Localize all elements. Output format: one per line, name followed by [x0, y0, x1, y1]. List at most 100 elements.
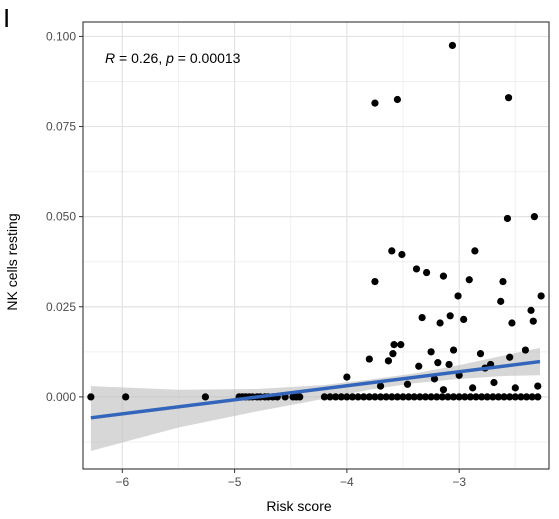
- data-point: [469, 384, 477, 392]
- data-point: [423, 268, 431, 277]
- data-point: [461, 393, 469, 401]
- regression-line: [90, 359, 541, 420]
- data-point: [439, 272, 448, 280]
- data-point: [522, 393, 531, 401]
- panel-label: I: [3, 3, 10, 33]
- data-point: [454, 292, 462, 300]
- data-point: [500, 393, 508, 401]
- data-point: [529, 317, 537, 325]
- y-tick-label: 0.050: [46, 210, 76, 224]
- data-point: [337, 393, 345, 401]
- data-point: [446, 312, 454, 320]
- data-point: [445, 360, 453, 369]
- data-point: [371, 277, 379, 286]
- y-tick-label: 0.075: [46, 120, 76, 134]
- plot-panel: [82, 21, 550, 470]
- data-point: [448, 41, 457, 50]
- y-axis: 0.000 0.025 0.050 0.075 0.100: [46, 29, 83, 404]
- data-point: [326, 393, 334, 401]
- data-point: [438, 393, 446, 401]
- data-point: [418, 313, 426, 322]
- data-point: [410, 393, 418, 401]
- data-point: [393, 95, 402, 104]
- data-point: [296, 393, 304, 401]
- data-point: [371, 393, 379, 401]
- data-point: [534, 382, 542, 390]
- data-point: [360, 393, 368, 401]
- data-point: [122, 393, 130, 401]
- data-point: [528, 393, 536, 401]
- data-point: [376, 382, 385, 390]
- data-point: [499, 277, 507, 286]
- data-point: [490, 378, 498, 387]
- data-point: [449, 393, 458, 401]
- data-point: [483, 393, 491, 401]
- r-symbol: R: [105, 50, 115, 66]
- grid-minor: [83, 22, 549, 469]
- data-point: [405, 393, 413, 401]
- data-point: [415, 362, 423, 370]
- data-point: [511, 384, 519, 392]
- data-point: [460, 315, 468, 323]
- data-point: [397, 341, 405, 349]
- data-point: [201, 393, 209, 401]
- correlation-annotation: R = 0.26, p = 0.00013: [105, 50, 241, 66]
- data-point: [365, 393, 373, 401]
- data-point: [343, 373, 351, 381]
- data-point: [365, 355, 373, 363]
- p-value: = 0.00013: [174, 50, 241, 66]
- data-point: [354, 393, 362, 401]
- data-point: [537, 292, 545, 300]
- data-point: [466, 393, 474, 401]
- data-point: [472, 393, 480, 401]
- data-point: [494, 393, 503, 401]
- y-tick-label: 0.025: [46, 300, 76, 314]
- data-point: [427, 393, 435, 401]
- data-point: [434, 359, 442, 367]
- data-point: [503, 214, 512, 223]
- p-symbol: p: [165, 50, 174, 66]
- data-point: [403, 380, 412, 388]
- data-point: [389, 350, 397, 358]
- x-tick-label: −3: [452, 475, 466, 489]
- data-point: [508, 319, 516, 327]
- x-axis-title: Risk score: [266, 498, 332, 514]
- data-point: [388, 393, 396, 401]
- data-point: [506, 393, 514, 401]
- data-point: [427, 348, 435, 356]
- data-point: [527, 306, 535, 314]
- data-point: [332, 393, 340, 401]
- x-tick-label: −5: [228, 475, 242, 489]
- data-point: [398, 250, 406, 259]
- data-point: [382, 393, 390, 401]
- data-point: [465, 276, 473, 284]
- r-value: = 0.26,: [115, 50, 166, 66]
- x-tick-label: −6: [115, 475, 129, 489]
- x-tick-label: −4: [340, 475, 354, 489]
- data-point: [388, 247, 396, 255]
- data-point: [376, 393, 385, 401]
- data-point: [449, 346, 458, 354]
- data-point: [439, 386, 448, 394]
- data-point: [421, 393, 430, 401]
- data-point: [412, 265, 421, 273]
- data-point: [87, 393, 95, 401]
- data-point: [517, 393, 525, 401]
- data-point: [343, 393, 351, 401]
- data-points: [87, 41, 545, 401]
- data-point: [390, 341, 398, 349]
- data-point: [444, 393, 452, 401]
- data-point: [530, 213, 539, 221]
- data-point: [436, 319, 444, 327]
- data-point: [534, 393, 542, 401]
- plot-border: [82, 21, 550, 470]
- y-tick-label: 0.100: [46, 29, 76, 43]
- data-point: [471, 247, 479, 255]
- confidence-band: [90, 347, 541, 451]
- data-point: [320, 393, 329, 401]
- data-point: [433, 393, 441, 401]
- data-point: [393, 393, 402, 401]
- data-point: [489, 393, 497, 401]
- data-point: [371, 99, 379, 107]
